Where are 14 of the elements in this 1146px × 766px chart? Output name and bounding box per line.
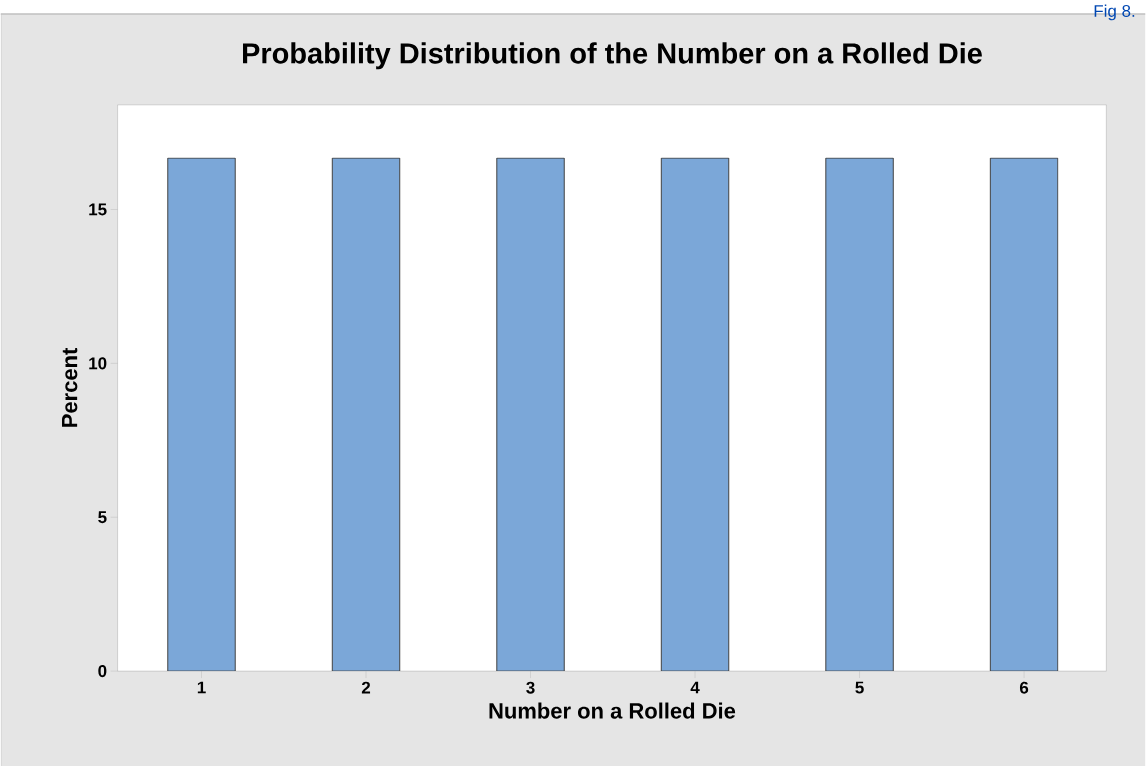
y-tick-label: 0 bbox=[98, 665, 107, 678]
y-tick-label: 15 bbox=[89, 203, 107, 216]
x-tick-label: 5 bbox=[855, 681, 864, 694]
x-tick-label: 6 bbox=[1019, 681, 1029, 694]
y-tick-label: 5 bbox=[98, 511, 107, 524]
x-tick-label: 2 bbox=[361, 681, 371, 694]
x-tick-label: 4 bbox=[690, 681, 700, 694]
x-tick-label: 1 bbox=[197, 681, 206, 694]
y-tick-label: 10 bbox=[89, 357, 107, 370]
caption: Fig 8. bbox=[1094, 4, 1135, 21]
y-axis-title: Percent bbox=[62, 347, 78, 427]
x-axis-title: Number on a Rolled Die bbox=[489, 702, 736, 719]
chart-title: Probability Distribution of the Number on a Rolled Die bbox=[243, 42, 982, 70]
x-tick-label: 3 bbox=[526, 681, 535, 694]
